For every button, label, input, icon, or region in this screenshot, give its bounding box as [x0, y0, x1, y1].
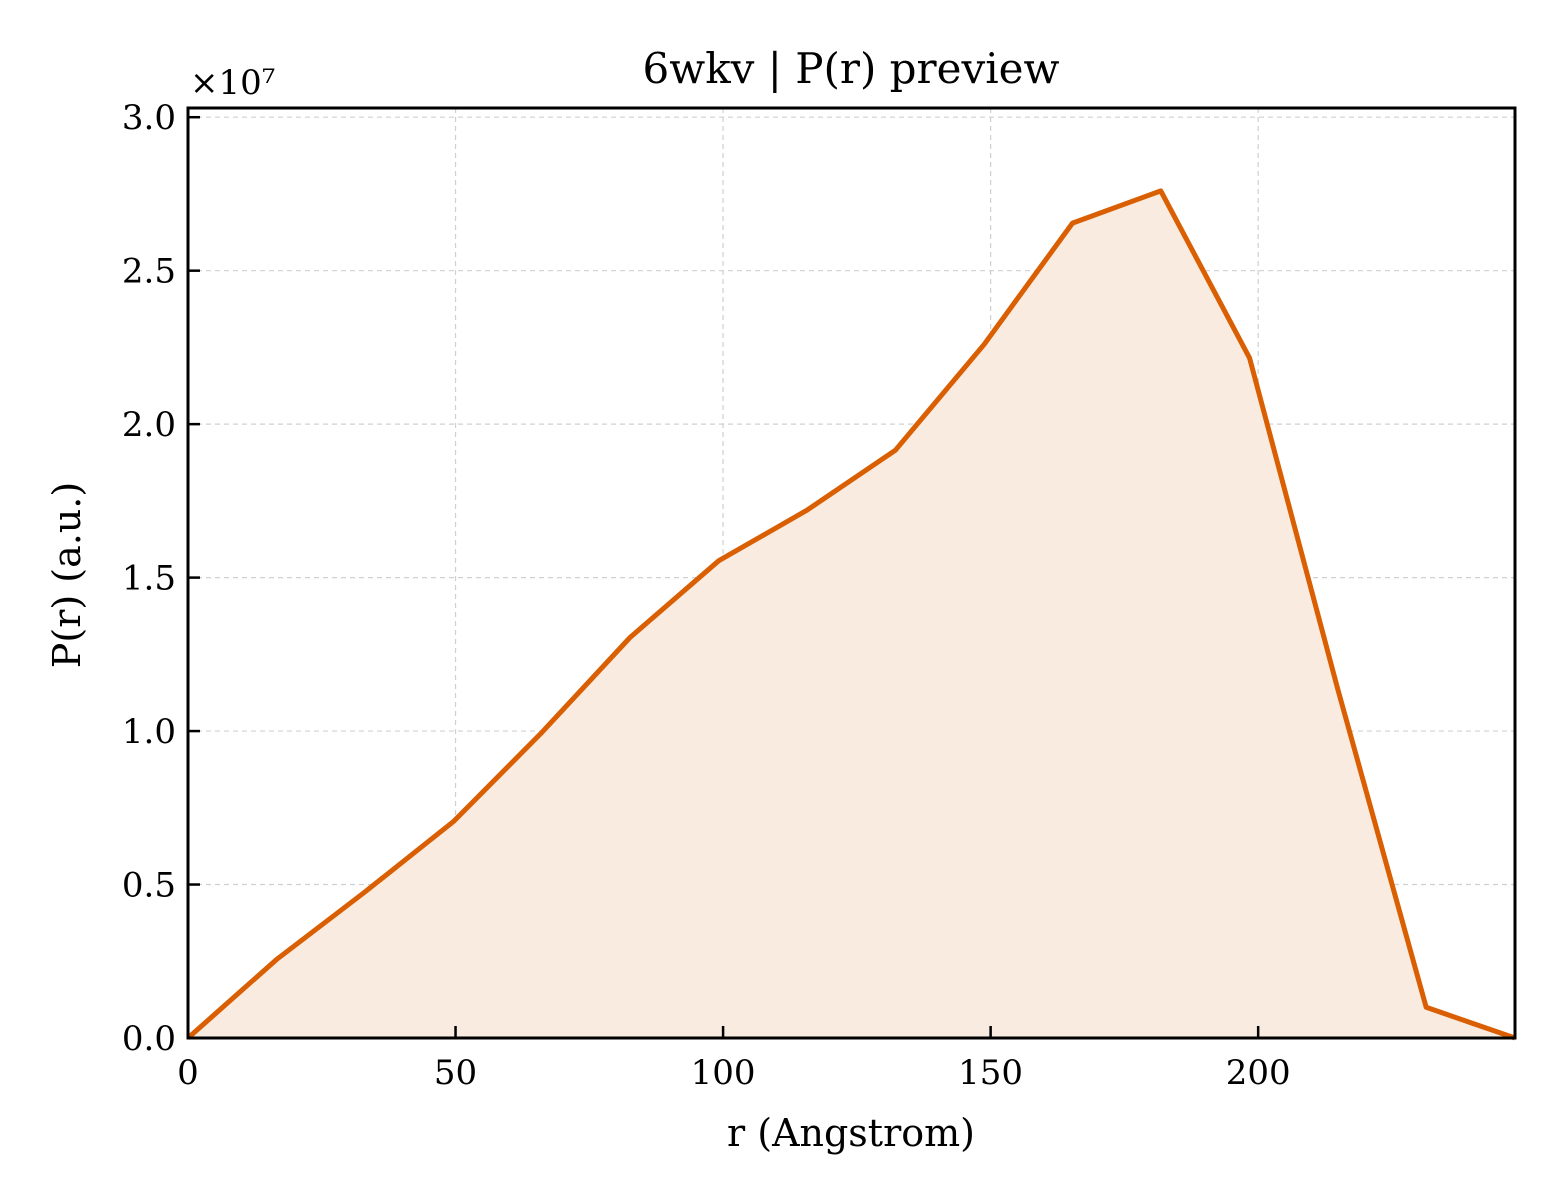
x-axis-ticks: 0 50 100 150 200	[177, 1026, 1291, 1093]
chart-title: 6wkv | P(r) preview	[643, 44, 1060, 93]
y-tick-label: 2.0	[122, 405, 176, 445]
y-tick-label: 2.5	[122, 252, 176, 292]
y-tick-label: 0.5	[122, 866, 176, 906]
x-tick-label: 150	[958, 1053, 1023, 1093]
x-tick-label: 200	[1226, 1053, 1291, 1093]
y-axis-ticks: 0.0 0.5 1.0 1.5 2.0 2.5 3.0	[122, 98, 200, 1059]
x-tick-label: 50	[434, 1053, 477, 1093]
y-tick-label: 1.0	[122, 712, 176, 752]
x-axis-label: r (Angstrom)	[727, 1111, 975, 1155]
series-line	[186, 188, 1516, 1041]
area-fill	[188, 190, 1515, 1038]
x-tick-label: 100	[691, 1053, 756, 1093]
y-tick-label: 1.5	[122, 559, 176, 599]
x-tick-label: 0	[177, 1053, 199, 1093]
y-offset-label: ×10⁷	[190, 63, 275, 103]
y-tick-label: 3.0	[122, 98, 176, 138]
plot-frame	[186, 106, 1517, 1040]
y-axis-label: P(r) (a.u.)	[45, 482, 89, 668]
y-tick-label: 0.0	[122, 1019, 176, 1059]
